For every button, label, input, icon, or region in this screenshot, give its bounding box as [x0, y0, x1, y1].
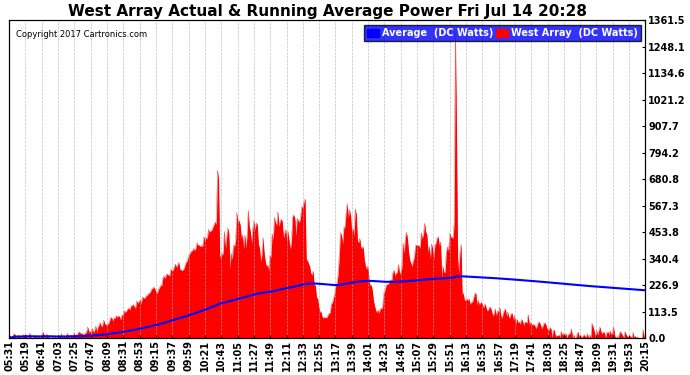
- Legend: Average  (DC Watts), West Array  (DC Watts): Average (DC Watts), West Array (DC Watts…: [364, 25, 640, 41]
- Title: West Array Actual & Running Average Power Fri Jul 14 20:28: West Array Actual & Running Average Powe…: [68, 4, 586, 19]
- Text: Copyright 2017 Cartronics.com: Copyright 2017 Cartronics.com: [16, 30, 147, 39]
